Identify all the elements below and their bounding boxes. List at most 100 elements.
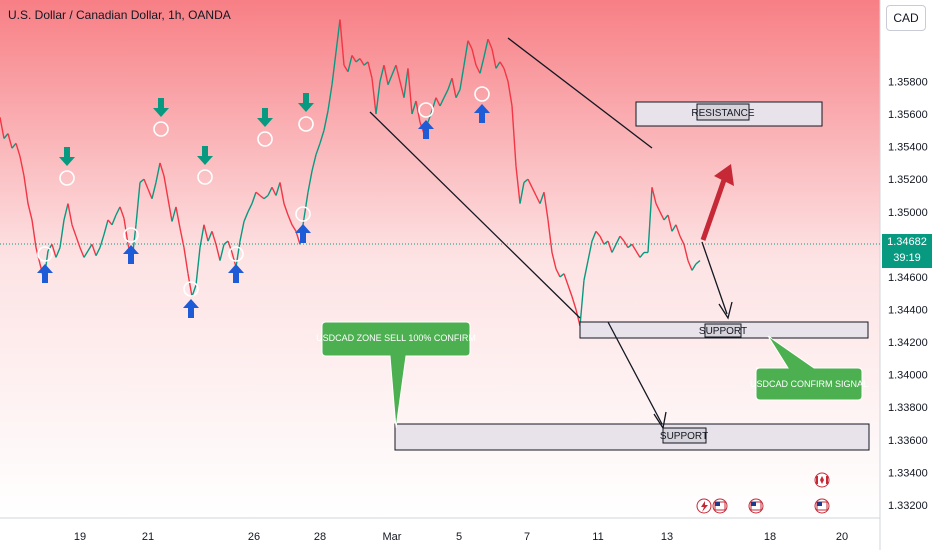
event-icons[interactable] xyxy=(696,472,830,514)
price-segment xyxy=(215,244,221,261)
time-axis-background xyxy=(0,518,880,550)
projection-arrowhead-2 xyxy=(653,411,667,430)
signal-ring-icon xyxy=(153,121,169,137)
price-segment xyxy=(495,61,501,69)
price-segment xyxy=(375,81,381,115)
current-price-tag: 1.34682 39:19 xyxy=(882,234,932,268)
projection-arrowhead-1 xyxy=(718,301,733,320)
price-segment xyxy=(471,48,477,66)
price-segment xyxy=(15,143,21,157)
trend-line-upper[interactable] xyxy=(507,37,653,149)
buy-arrow-icon xyxy=(183,299,199,318)
price-segment xyxy=(283,203,289,216)
buy-arrow-icon xyxy=(37,264,53,283)
price-segment xyxy=(627,243,633,249)
price-segment xyxy=(191,284,197,297)
price-segment xyxy=(107,219,113,226)
price-segment xyxy=(363,61,369,66)
price-segment xyxy=(491,48,497,69)
price-segment xyxy=(587,240,593,261)
sell-arrow-icon xyxy=(298,93,314,112)
time-tick-label: 19 xyxy=(74,531,86,543)
buy-arrow-icon xyxy=(474,104,490,123)
price-segment xyxy=(439,97,445,107)
price-segment xyxy=(467,40,473,50)
price-series xyxy=(0,19,701,326)
currency-button[interactable]: CAD xyxy=(886,5,926,31)
price-segment xyxy=(367,61,373,79)
price-segment xyxy=(547,219,553,253)
price-segment xyxy=(267,186,273,196)
price-segment xyxy=(331,52,337,85)
price-segment xyxy=(71,224,77,237)
price-segment xyxy=(307,170,313,193)
time-tick-label: 26 xyxy=(248,531,260,543)
price-segment xyxy=(263,194,269,200)
price-segment xyxy=(543,192,549,221)
price-segment xyxy=(575,309,581,326)
price-segment xyxy=(303,192,309,219)
price-segment xyxy=(239,221,245,242)
price-segment xyxy=(527,178,533,188)
price-segment xyxy=(339,19,345,66)
price-segment xyxy=(223,240,229,245)
price-segment xyxy=(27,203,33,221)
support-zone-2[interactable] xyxy=(394,423,870,451)
time-axis[interactable]: 19 21 26 28 Mar 5 7 11 13 18 20 xyxy=(74,531,848,543)
price-segment xyxy=(79,247,85,258)
price-segment xyxy=(83,250,89,258)
price-tick-label: 1.34000 xyxy=(888,370,928,382)
price-segment xyxy=(111,214,117,226)
price-segment xyxy=(411,100,417,115)
price-segment xyxy=(143,178,149,190)
price-segment xyxy=(391,64,397,76)
callout-sell-zone[interactable] xyxy=(321,321,471,429)
price-segment xyxy=(359,58,365,66)
price-segment xyxy=(103,219,109,235)
event-ca-maple-leaf xyxy=(820,476,824,484)
price-tick-label: 1.33600 xyxy=(888,435,928,447)
callout-confirm-signal[interactable] xyxy=(755,335,863,401)
event-us-flag-canton-3 xyxy=(817,502,822,506)
bar-countdown: 39:19 xyxy=(893,252,921,264)
price-segment xyxy=(255,191,261,197)
price-segment xyxy=(287,214,293,226)
event-flash-glyph xyxy=(701,501,708,512)
price-segment xyxy=(231,252,237,268)
support-label-2: SUPPORT xyxy=(660,431,708,442)
price-segment xyxy=(23,175,29,204)
price-segment xyxy=(599,235,605,245)
price-segment xyxy=(655,203,661,213)
price-segment xyxy=(679,235,685,245)
price-segment xyxy=(211,231,217,245)
price-tick-label: 1.35800 xyxy=(888,76,928,88)
signal-ring-icon xyxy=(37,246,53,262)
event-ca-flag-left xyxy=(816,476,818,484)
price-segment xyxy=(559,273,565,278)
price-tick-label: 1.34200 xyxy=(888,337,928,349)
price-tick-label: 1.35000 xyxy=(888,207,928,219)
price-tick-label: 1.34600 xyxy=(888,272,928,284)
price-segment xyxy=(463,40,469,66)
price-segment xyxy=(519,182,525,204)
price-segment xyxy=(259,194,265,200)
price-segment xyxy=(631,243,637,252)
price-segment xyxy=(271,186,277,196)
price-segment xyxy=(623,240,629,248)
price-segment xyxy=(335,19,341,53)
price-segment xyxy=(135,182,141,225)
price-segment xyxy=(0,117,5,139)
time-tick-label: 28 xyxy=(314,531,326,543)
time-tick-label: 21 xyxy=(142,531,154,543)
price-segment xyxy=(507,81,513,107)
buy-arrow-icon xyxy=(295,224,311,243)
price-tick-label: 1.35400 xyxy=(888,142,928,154)
price-segment xyxy=(147,188,153,199)
price-segment xyxy=(455,89,461,99)
price-segment xyxy=(59,219,65,248)
price-segment xyxy=(279,182,285,204)
price-segment xyxy=(87,243,93,252)
trend-line-lower[interactable] xyxy=(369,111,581,319)
signal-ring-icon xyxy=(295,206,311,222)
